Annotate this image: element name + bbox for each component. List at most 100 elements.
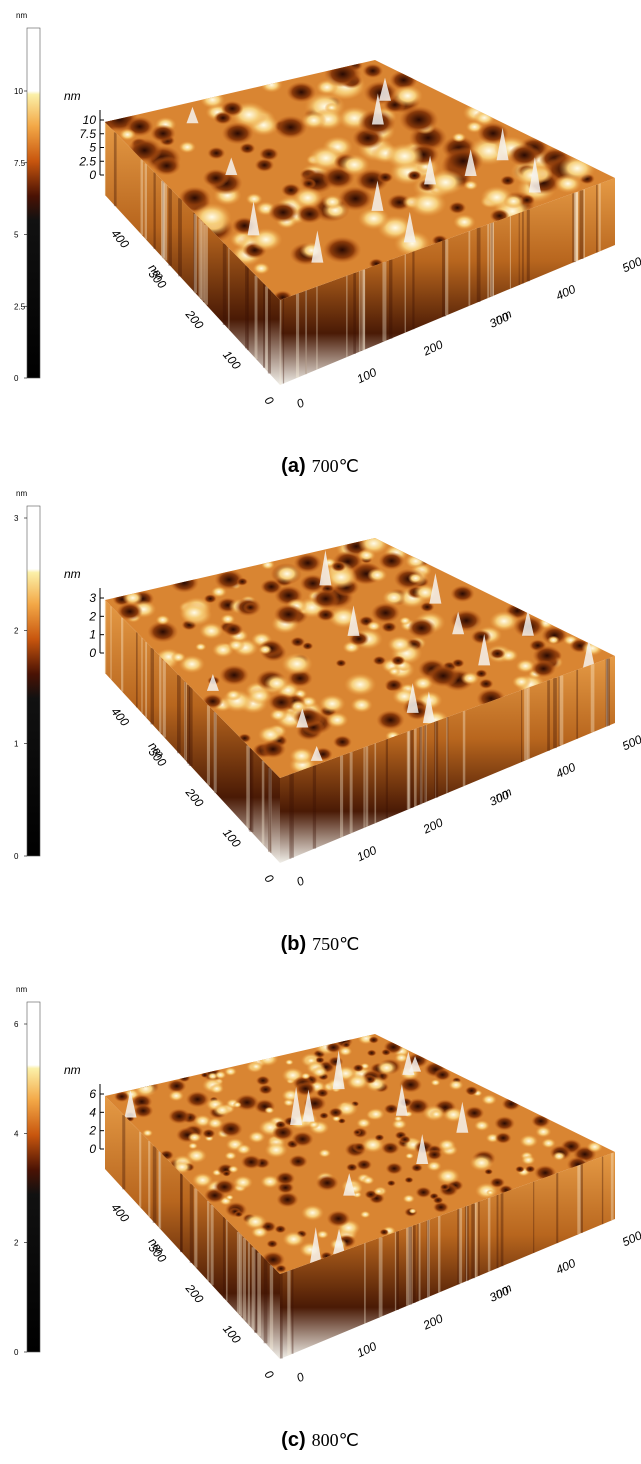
x-tick-label: 100 (355, 365, 379, 386)
pit (207, 147, 225, 160)
pit (179, 602, 209, 623)
colorbar-tick: 2.5 (14, 302, 26, 311)
pit (234, 1211, 243, 1217)
pit (512, 675, 531, 688)
grain (392, 85, 423, 107)
grain (450, 585, 474, 602)
pit (415, 1187, 431, 1198)
z-tick-label: 0 (89, 646, 96, 660)
grain (203, 169, 230, 188)
grain (333, 735, 352, 748)
pit (339, 154, 370, 175)
grain (377, 172, 393, 183)
pit (405, 1153, 414, 1159)
pit (404, 1177, 413, 1183)
grain (202, 1129, 215, 1138)
grain (316, 608, 334, 621)
grain (225, 689, 241, 700)
grain (222, 1170, 231, 1176)
grain (318, 1149, 331, 1158)
grain (453, 214, 476, 230)
pit (323, 236, 361, 263)
grain (256, 1076, 270, 1086)
pit (409, 190, 447, 217)
grain (219, 1121, 243, 1138)
pit (209, 1084, 224, 1094)
pit (388, 667, 401, 676)
x-tick-label: 200 (420, 337, 445, 359)
colorbar-unit: nm (16, 11, 27, 20)
grain (258, 1084, 273, 1094)
caption-label: (c) (281, 1429, 305, 1451)
pit (276, 1192, 298, 1208)
grain (322, 195, 343, 210)
colorbar-tick: 0 (14, 852, 19, 861)
colorbar-unit: nm (16, 985, 27, 994)
grain (243, 602, 258, 613)
grain (214, 1071, 226, 1079)
pit (223, 622, 243, 636)
grain (268, 202, 298, 223)
pit (236, 1144, 252, 1155)
pit (503, 194, 524, 208)
y-tick-label: 400 (108, 705, 132, 730)
grain (362, 1176, 375, 1185)
x-tick-label: 200 (420, 815, 445, 837)
z-axis-unit: nm (64, 567, 81, 581)
x-tick-label: 400 (554, 1256, 578, 1277)
pit (344, 673, 377, 696)
pit (433, 1196, 444, 1203)
pit (486, 1190, 494, 1196)
grain (285, 1059, 294, 1065)
x-tick-label: 400 (554, 760, 578, 781)
caption: (b)750℃ (281, 933, 360, 955)
grain (328, 1107, 343, 1117)
grain (199, 622, 224, 639)
caption-text: 700℃ (312, 456, 359, 476)
pit (531, 1114, 550, 1127)
grain (479, 679, 494, 689)
colorbar-unit: nm (16, 489, 27, 498)
pit (225, 1152, 237, 1161)
grain (443, 147, 484, 175)
z-tick-label: 6 (89, 1087, 96, 1101)
grain (188, 1133, 202, 1143)
grain (394, 1116, 403, 1122)
grain (200, 91, 225, 109)
z-axis-unit: nm (64, 89, 81, 103)
grain (336, 659, 347, 667)
y-tick-label: 100 (220, 826, 244, 851)
grain (350, 697, 372, 713)
caption: (c)800℃ (281, 1429, 359, 1451)
grain (179, 141, 196, 153)
y-tick-label: 200 (182, 785, 206, 810)
grain (201, 1072, 209, 1078)
colorbar (27, 1002, 40, 1352)
pit (134, 1081, 157, 1097)
pit (553, 1152, 566, 1161)
pit (281, 653, 313, 675)
grain (399, 106, 438, 134)
colorbar-tick: 3 (14, 514, 19, 523)
grain (358, 533, 389, 555)
pit (426, 1161, 441, 1172)
pit (123, 591, 143, 605)
grain (236, 578, 248, 586)
pit (531, 660, 556, 677)
pit (374, 1134, 384, 1141)
colorbar-tick: 6 (14, 1020, 19, 1029)
pit (367, 1108, 385, 1120)
grain (405, 554, 427, 569)
x-tick-label: 500 (620, 254, 641, 275)
grain (391, 656, 405, 666)
pit (301, 112, 326, 130)
pit (385, 1162, 402, 1174)
grain (356, 1118, 371, 1128)
caption-label: (b) (281, 933, 307, 955)
grain (515, 1166, 525, 1173)
y-tick-label: 200 (182, 1281, 206, 1306)
x-tick-label: 200 (420, 1311, 445, 1333)
pit (316, 1175, 339, 1191)
grain (331, 561, 346, 572)
grain (346, 1074, 369, 1090)
